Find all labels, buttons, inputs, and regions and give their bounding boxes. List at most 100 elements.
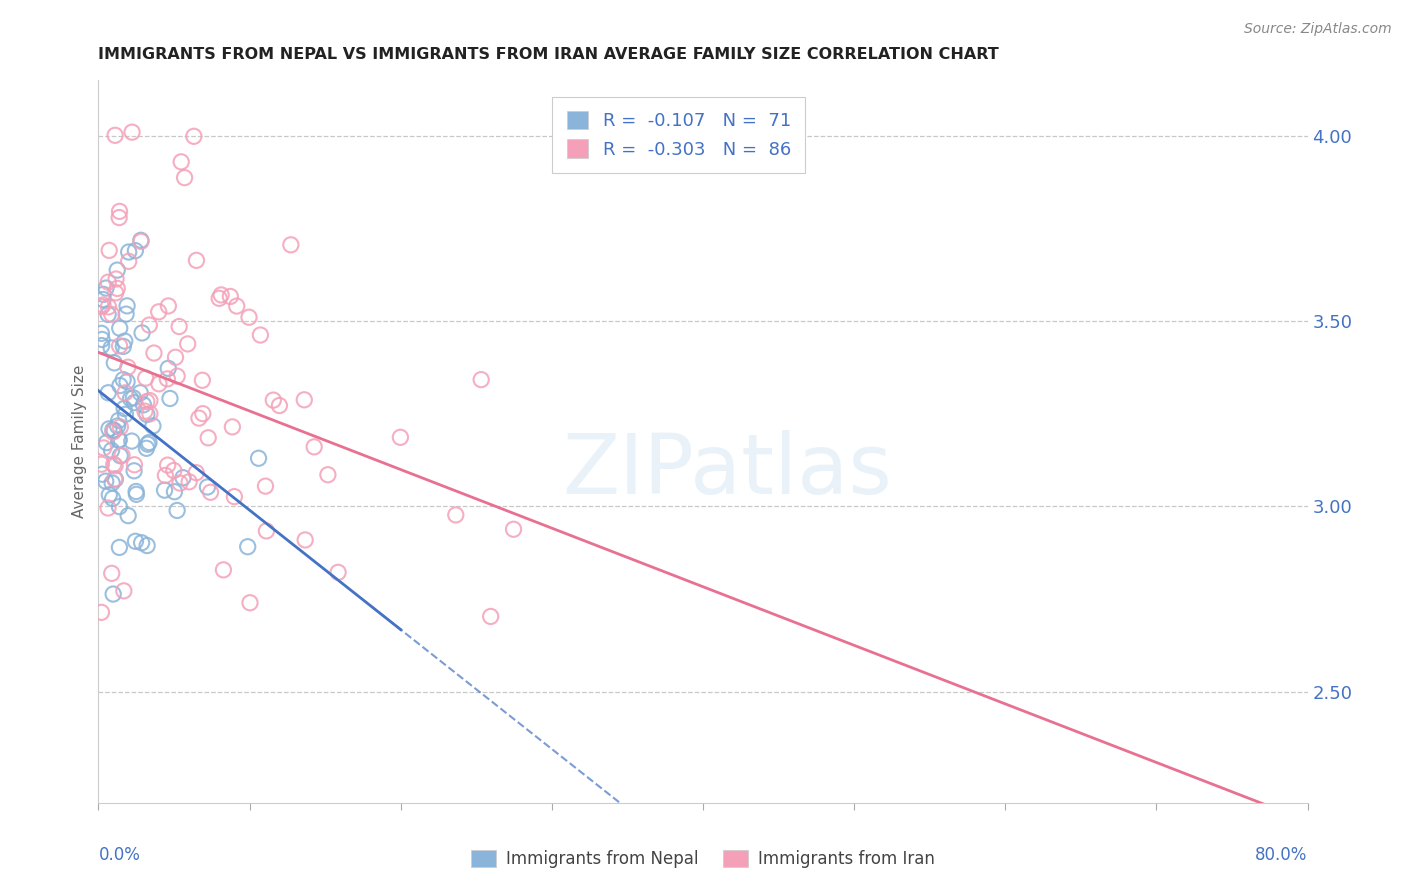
Point [124, 534, 146, 549]
Point [108, 339, 131, 353]
Point [170, 154, 193, 169]
Point [254, 479, 277, 493]
Point [186, 253, 208, 268]
Point [115, 375, 138, 389]
Point [117, 508, 139, 523]
Point [90, 338, 112, 352]
Point [98, 422, 121, 436]
Point [121, 125, 143, 139]
Point [112, 401, 135, 416]
Point [108, 433, 131, 447]
Point [269, 399, 291, 413]
Point [165, 351, 187, 365]
Point [105, 272, 128, 286]
Point [200, 485, 222, 500]
Point [100, 443, 122, 458]
Point [90, 300, 112, 314]
Point [135, 408, 157, 422]
Point [167, 319, 190, 334]
Point [108, 500, 131, 514]
Point [112, 583, 135, 598]
Point [197, 480, 219, 494]
Point [108, 378, 131, 392]
Point [157, 361, 180, 376]
Point [221, 420, 243, 434]
Point [125, 484, 148, 499]
Point [173, 170, 195, 185]
Point [135, 394, 157, 409]
Point [239, 596, 262, 610]
Point [118, 254, 141, 268]
Point [316, 467, 339, 482]
Point [156, 458, 179, 472]
Point [97, 300, 120, 314]
Point [292, 392, 315, 407]
Point [118, 245, 141, 260]
Point [121, 434, 143, 448]
Point [125, 487, 148, 501]
Point [326, 566, 349, 580]
Point [91, 287, 114, 301]
Point [129, 233, 152, 247]
Point [91, 467, 114, 482]
Point [209, 288, 232, 302]
Point [183, 129, 205, 144]
Point [191, 373, 214, 387]
Point [129, 385, 152, 400]
Point [101, 423, 124, 437]
Point [166, 503, 188, 517]
Point [104, 128, 127, 143]
Point [104, 285, 127, 300]
Point [155, 468, 177, 483]
Point [294, 533, 316, 547]
Point [101, 587, 124, 601]
Point [389, 430, 412, 444]
Point [91, 333, 114, 347]
Point [110, 449, 132, 463]
Point [112, 339, 135, 353]
Point [114, 334, 136, 348]
Point [179, 475, 201, 489]
Point [135, 371, 157, 385]
Legend: R =  -0.107   N =  71, R =  -0.303   N =  86: R = -0.107 N = 71, R = -0.303 N = 86 [553, 96, 806, 173]
Point [163, 484, 186, 499]
Point [100, 307, 122, 321]
Point [129, 235, 152, 249]
Point [105, 263, 128, 277]
Point [236, 540, 259, 554]
Point [114, 385, 136, 400]
Point [136, 539, 159, 553]
Point [100, 341, 122, 355]
Point [187, 411, 209, 425]
Text: 80.0%: 80.0% [1256, 847, 1308, 864]
Point [131, 535, 153, 549]
Point [98, 244, 121, 258]
Point [97, 308, 120, 322]
Point [97, 385, 120, 400]
Point [100, 566, 122, 581]
Text: 0.0%: 0.0% [98, 847, 141, 864]
Point [225, 299, 247, 313]
Point [224, 490, 246, 504]
Point [254, 524, 277, 538]
Point [101, 475, 124, 490]
Point [97, 275, 120, 289]
Point [90, 605, 112, 619]
Point [502, 522, 524, 536]
Point [280, 237, 302, 252]
Point [157, 299, 180, 313]
Point [122, 464, 145, 478]
Point [138, 435, 160, 450]
Point [91, 298, 114, 312]
Point [302, 440, 325, 454]
Point [124, 458, 146, 472]
Point [120, 392, 142, 406]
Point [111, 449, 134, 463]
Point [134, 404, 156, 418]
Text: ZIPatlas: ZIPatlas [562, 430, 893, 511]
Point [159, 392, 181, 406]
Point [103, 356, 125, 370]
Point [148, 376, 170, 391]
Point [122, 391, 145, 405]
Point [124, 395, 146, 409]
